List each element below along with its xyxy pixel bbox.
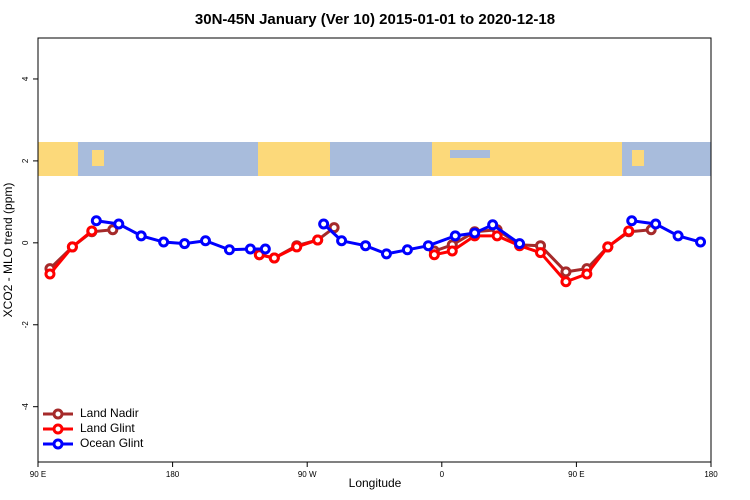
data-point <box>328 222 340 234</box>
legend-marker <box>52 423 64 435</box>
data-point <box>90 215 102 227</box>
world-map-strip <box>38 142 711 176</box>
data-point <box>291 241 303 253</box>
x-tick-label: 180 <box>166 470 180 479</box>
plot-frame <box>37 37 712 463</box>
legend-marker <box>52 408 64 420</box>
data-point <box>223 244 235 256</box>
y-axis-label: XCO2 - MLO trend (ppm) <box>1 183 15 318</box>
x-tick-label: 90 E <box>30 470 46 479</box>
data-point <box>446 245 458 257</box>
data-point <box>487 219 499 231</box>
data-point <box>626 215 638 227</box>
y-tick-label: 4 <box>21 76 30 81</box>
map-sea <box>450 150 490 158</box>
chart-title: 30N-45N January (Ver 10) 2015-01-01 to 2… <box>195 11 555 28</box>
data-point <box>602 241 614 253</box>
data-point <box>623 225 635 237</box>
data-point <box>44 268 56 280</box>
map-ocean <box>78 142 258 176</box>
x-tick-label: 0 <box>440 470 445 479</box>
data-point <box>66 241 78 253</box>
data-point <box>535 247 547 259</box>
legend-label: Land Glint <box>80 421 135 435</box>
data-point <box>360 240 372 252</box>
data-point <box>428 249 440 261</box>
legend-label: Ocean Glint <box>80 436 144 450</box>
data-point <box>672 230 684 242</box>
x-tick-label: 180 <box>704 470 718 479</box>
data-point <box>318 218 330 230</box>
data-point <box>135 230 147 242</box>
y-tick-label: 2 <box>21 158 30 163</box>
legend-label: Land Nadir <box>80 406 139 420</box>
x-axis-label: Longitude <box>349 476 402 490</box>
y-tick-label: -2 <box>21 321 30 329</box>
data-point <box>581 268 593 280</box>
data-point <box>469 227 481 239</box>
data-point <box>179 238 191 250</box>
map-island <box>632 150 644 166</box>
data-point <box>401 244 413 256</box>
data-point <box>560 276 572 288</box>
x-tick-label: 90 E <box>568 470 584 479</box>
data-point <box>422 240 434 252</box>
y-tick-label: 0 <box>21 240 30 245</box>
data-point <box>244 243 256 255</box>
x-tick-label: 90 W <box>298 470 317 479</box>
data-point <box>491 230 503 242</box>
data-point <box>695 236 707 248</box>
data-point <box>86 225 98 237</box>
data-point <box>650 218 662 230</box>
data-point <box>158 236 170 248</box>
data-point <box>268 252 280 264</box>
legend-marker <box>52 438 64 450</box>
data-point <box>113 218 125 230</box>
map-ocean <box>330 142 432 176</box>
data-point <box>312 234 324 246</box>
data-point <box>200 235 212 247</box>
data-point <box>560 266 572 278</box>
y-tick-label: -4 <box>21 403 30 411</box>
data-point <box>336 235 348 247</box>
map-island <box>92 150 104 166</box>
data-point <box>514 238 526 250</box>
data-point <box>380 248 392 260</box>
data-point <box>259 243 271 255</box>
data-point <box>449 230 461 242</box>
